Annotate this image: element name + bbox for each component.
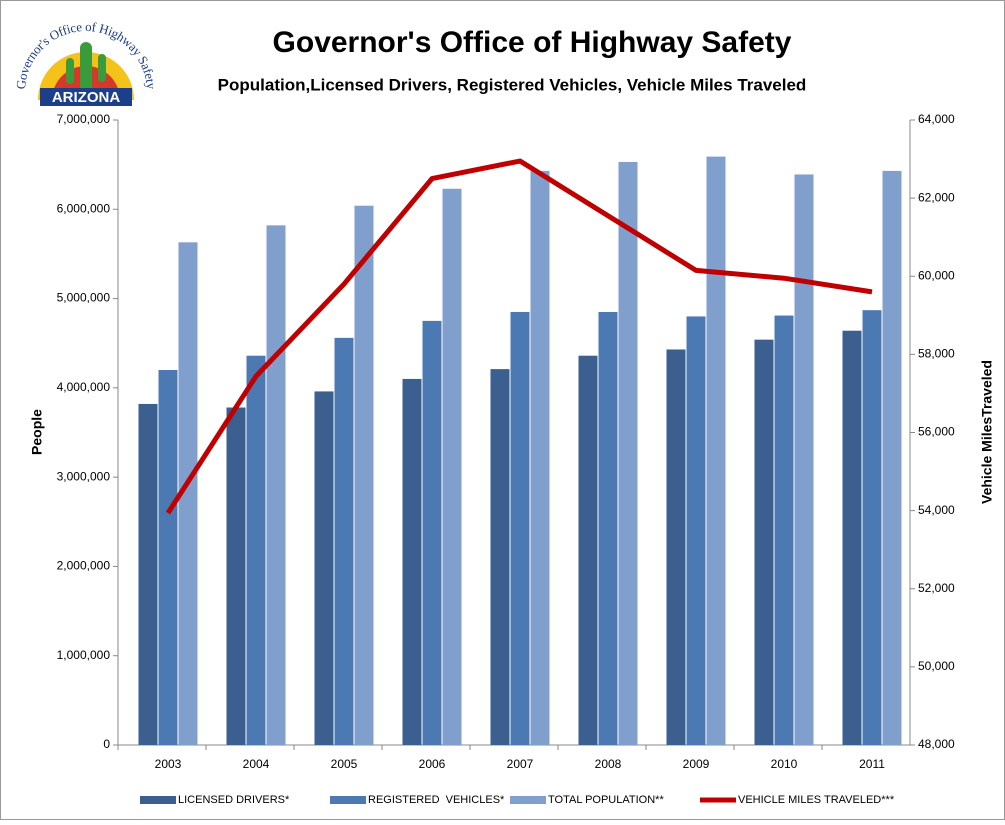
legend-label: TOTAL POPULATION**	[548, 794, 664, 806]
legend-label: VEHICLE MILES TRAVELED***	[738, 794, 895, 806]
legend-swatch	[140, 796, 176, 804]
y-tick-label: 4,000,000	[57, 380, 111, 394]
y2-tick-label: 62,000	[918, 190, 955, 204]
legend-swatch	[510, 796, 546, 804]
y-axis-title: People	[29, 409, 45, 455]
chart-title: Governor's Office of Highway Safety	[273, 26, 792, 59]
bar	[314, 391, 334, 745]
y2-tick-label: 50,000	[918, 659, 955, 673]
legend-label: REGISTERED VEHICLES*	[368, 794, 505, 806]
y2-axis-title: Vehicle MilesTraveled	[979, 360, 995, 504]
bar	[666, 349, 686, 745]
legend-swatch	[330, 796, 366, 804]
y2-tick-label: 64,000	[918, 112, 955, 126]
bar	[530, 170, 550, 746]
y-tick-label: 5,000,000	[57, 291, 111, 305]
bar	[686, 316, 706, 745]
x-tick-label: 2005	[331, 757, 358, 771]
bar	[706, 156, 726, 745]
x-tick-label: 2007	[507, 757, 534, 771]
x-tick-label: 2003	[155, 757, 182, 771]
y2-tick-label: 56,000	[918, 425, 955, 439]
bar	[354, 205, 374, 745]
x-tick-label: 2006	[419, 757, 446, 771]
bar	[266, 225, 286, 745]
y-tick-label: 3,000,000	[57, 469, 111, 483]
bar	[422, 320, 442, 745]
bar	[618, 161, 638, 745]
x-tick-label: 2004	[243, 757, 270, 771]
bar	[442, 188, 462, 745]
line	[165, 158, 873, 515]
bar	[510, 311, 530, 745]
chart-subtitle: Population,Licensed Drivers, Registered …	[218, 75, 807, 94]
logo-cactus-arm	[66, 58, 74, 84]
bar	[138, 403, 158, 745]
bar	[842, 330, 862, 745]
logo-cactus-arm	[98, 54, 106, 82]
x-tick-label: 2008	[595, 757, 622, 771]
bar	[490, 369, 510, 745]
bar	[774, 315, 794, 745]
y-tick-label: 7,000,000	[57, 112, 111, 126]
y2-tick-label: 60,000	[918, 268, 955, 282]
y-tick-label: 6,000,000	[57, 201, 111, 215]
bar	[158, 370, 178, 745]
y2-tick-label: 54,000	[918, 503, 955, 517]
x-tick-label: 2010	[771, 757, 798, 771]
bar	[178, 242, 198, 746]
y2-tick-label: 48,000	[918, 737, 955, 751]
y2-tick-label: 58,000	[918, 347, 955, 361]
bar	[598, 311, 618, 745]
bar	[578, 355, 598, 745]
bar	[246, 355, 266, 745]
x-tick-label: 2011	[859, 757, 885, 771]
bar	[402, 378, 422, 745]
logo-state: ARIZONA	[52, 89, 120, 106]
y-tick-label: 2,000,000	[57, 559, 111, 573]
y-tick-label: 0	[103, 737, 110, 751]
bar	[226, 407, 246, 745]
bar	[754, 339, 774, 745]
bar	[334, 337, 354, 745]
y-tick-label: 1,000,000	[57, 648, 111, 662]
y2-tick-label: 52,000	[918, 581, 955, 595]
legend-label: LICENSED DRIVERS*	[178, 794, 290, 806]
x-tick-label: 2009	[683, 757, 710, 771]
bar	[794, 174, 814, 745]
bar	[862, 310, 882, 745]
logo-cactus	[80, 42, 92, 100]
bar	[882, 170, 902, 746]
logo-band	[40, 88, 132, 106]
